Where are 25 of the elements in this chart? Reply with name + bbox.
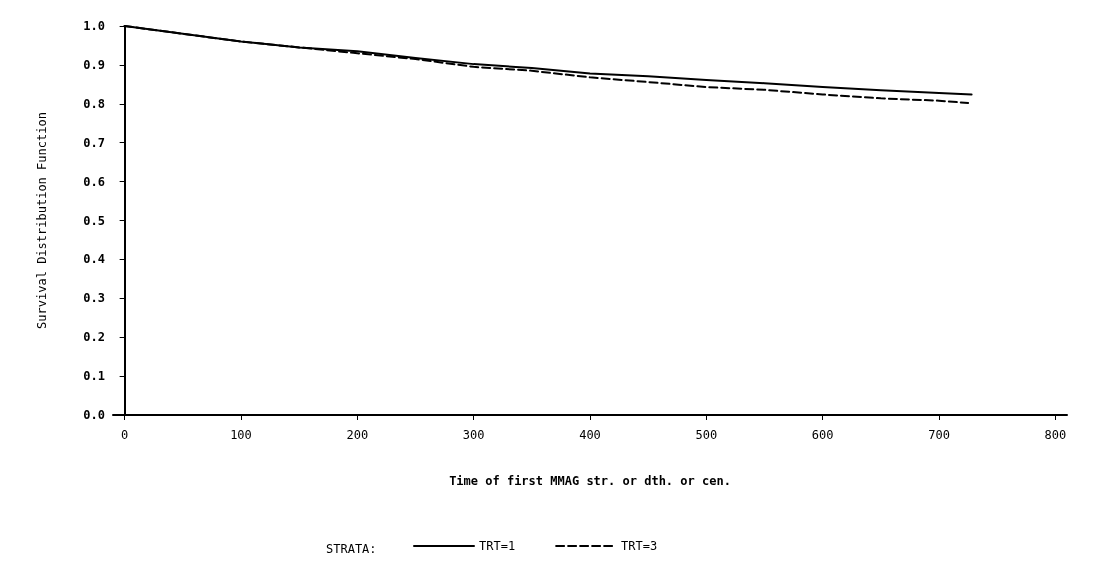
y-tick-label: 0.6 <box>83 174 105 189</box>
y-tick-label: 0.5 <box>83 213 105 228</box>
y-tick-label: 0.7 <box>83 135 105 150</box>
x-axis-title: Time of first MMAG str. or dth. or cen. <box>449 474 731 488</box>
y-tick-label: 0.3 <box>83 291 105 306</box>
legend-label: TRT=3 <box>621 539 658 553</box>
legend-title: STRATA: <box>326 542 377 556</box>
y-tick-label: 1.0 <box>83 19 105 33</box>
y-tick-label: 0.9 <box>83 57 105 72</box>
x-tick-label: 500 <box>695 428 718 442</box>
x-tick-label: 300 <box>462 428 485 442</box>
x-tick-label: 200 <box>346 428 369 442</box>
y-tick-label: 0.0 <box>83 408 105 422</box>
legend-label: TRT=1 <box>479 539 516 553</box>
y-tick-label: 0.8 <box>83 96 105 111</box>
x-tick-label: 400 <box>579 428 601 442</box>
y-tick-label: 0.2 <box>83 330 105 345</box>
x-tick-label: 700 <box>928 428 950 442</box>
x-tick-label: 0 <box>121 428 129 442</box>
y-tick-label: 0.1 <box>83 369 105 384</box>
y-axis-title: Survival Distribution Function <box>35 112 49 329</box>
x-tick-label: 800 <box>1044 428 1067 442</box>
x-tick-label: 100 <box>230 428 252 442</box>
x-tick-label: 600 <box>811 428 834 442</box>
y-tick-label: 0.4 <box>83 252 105 267</box>
